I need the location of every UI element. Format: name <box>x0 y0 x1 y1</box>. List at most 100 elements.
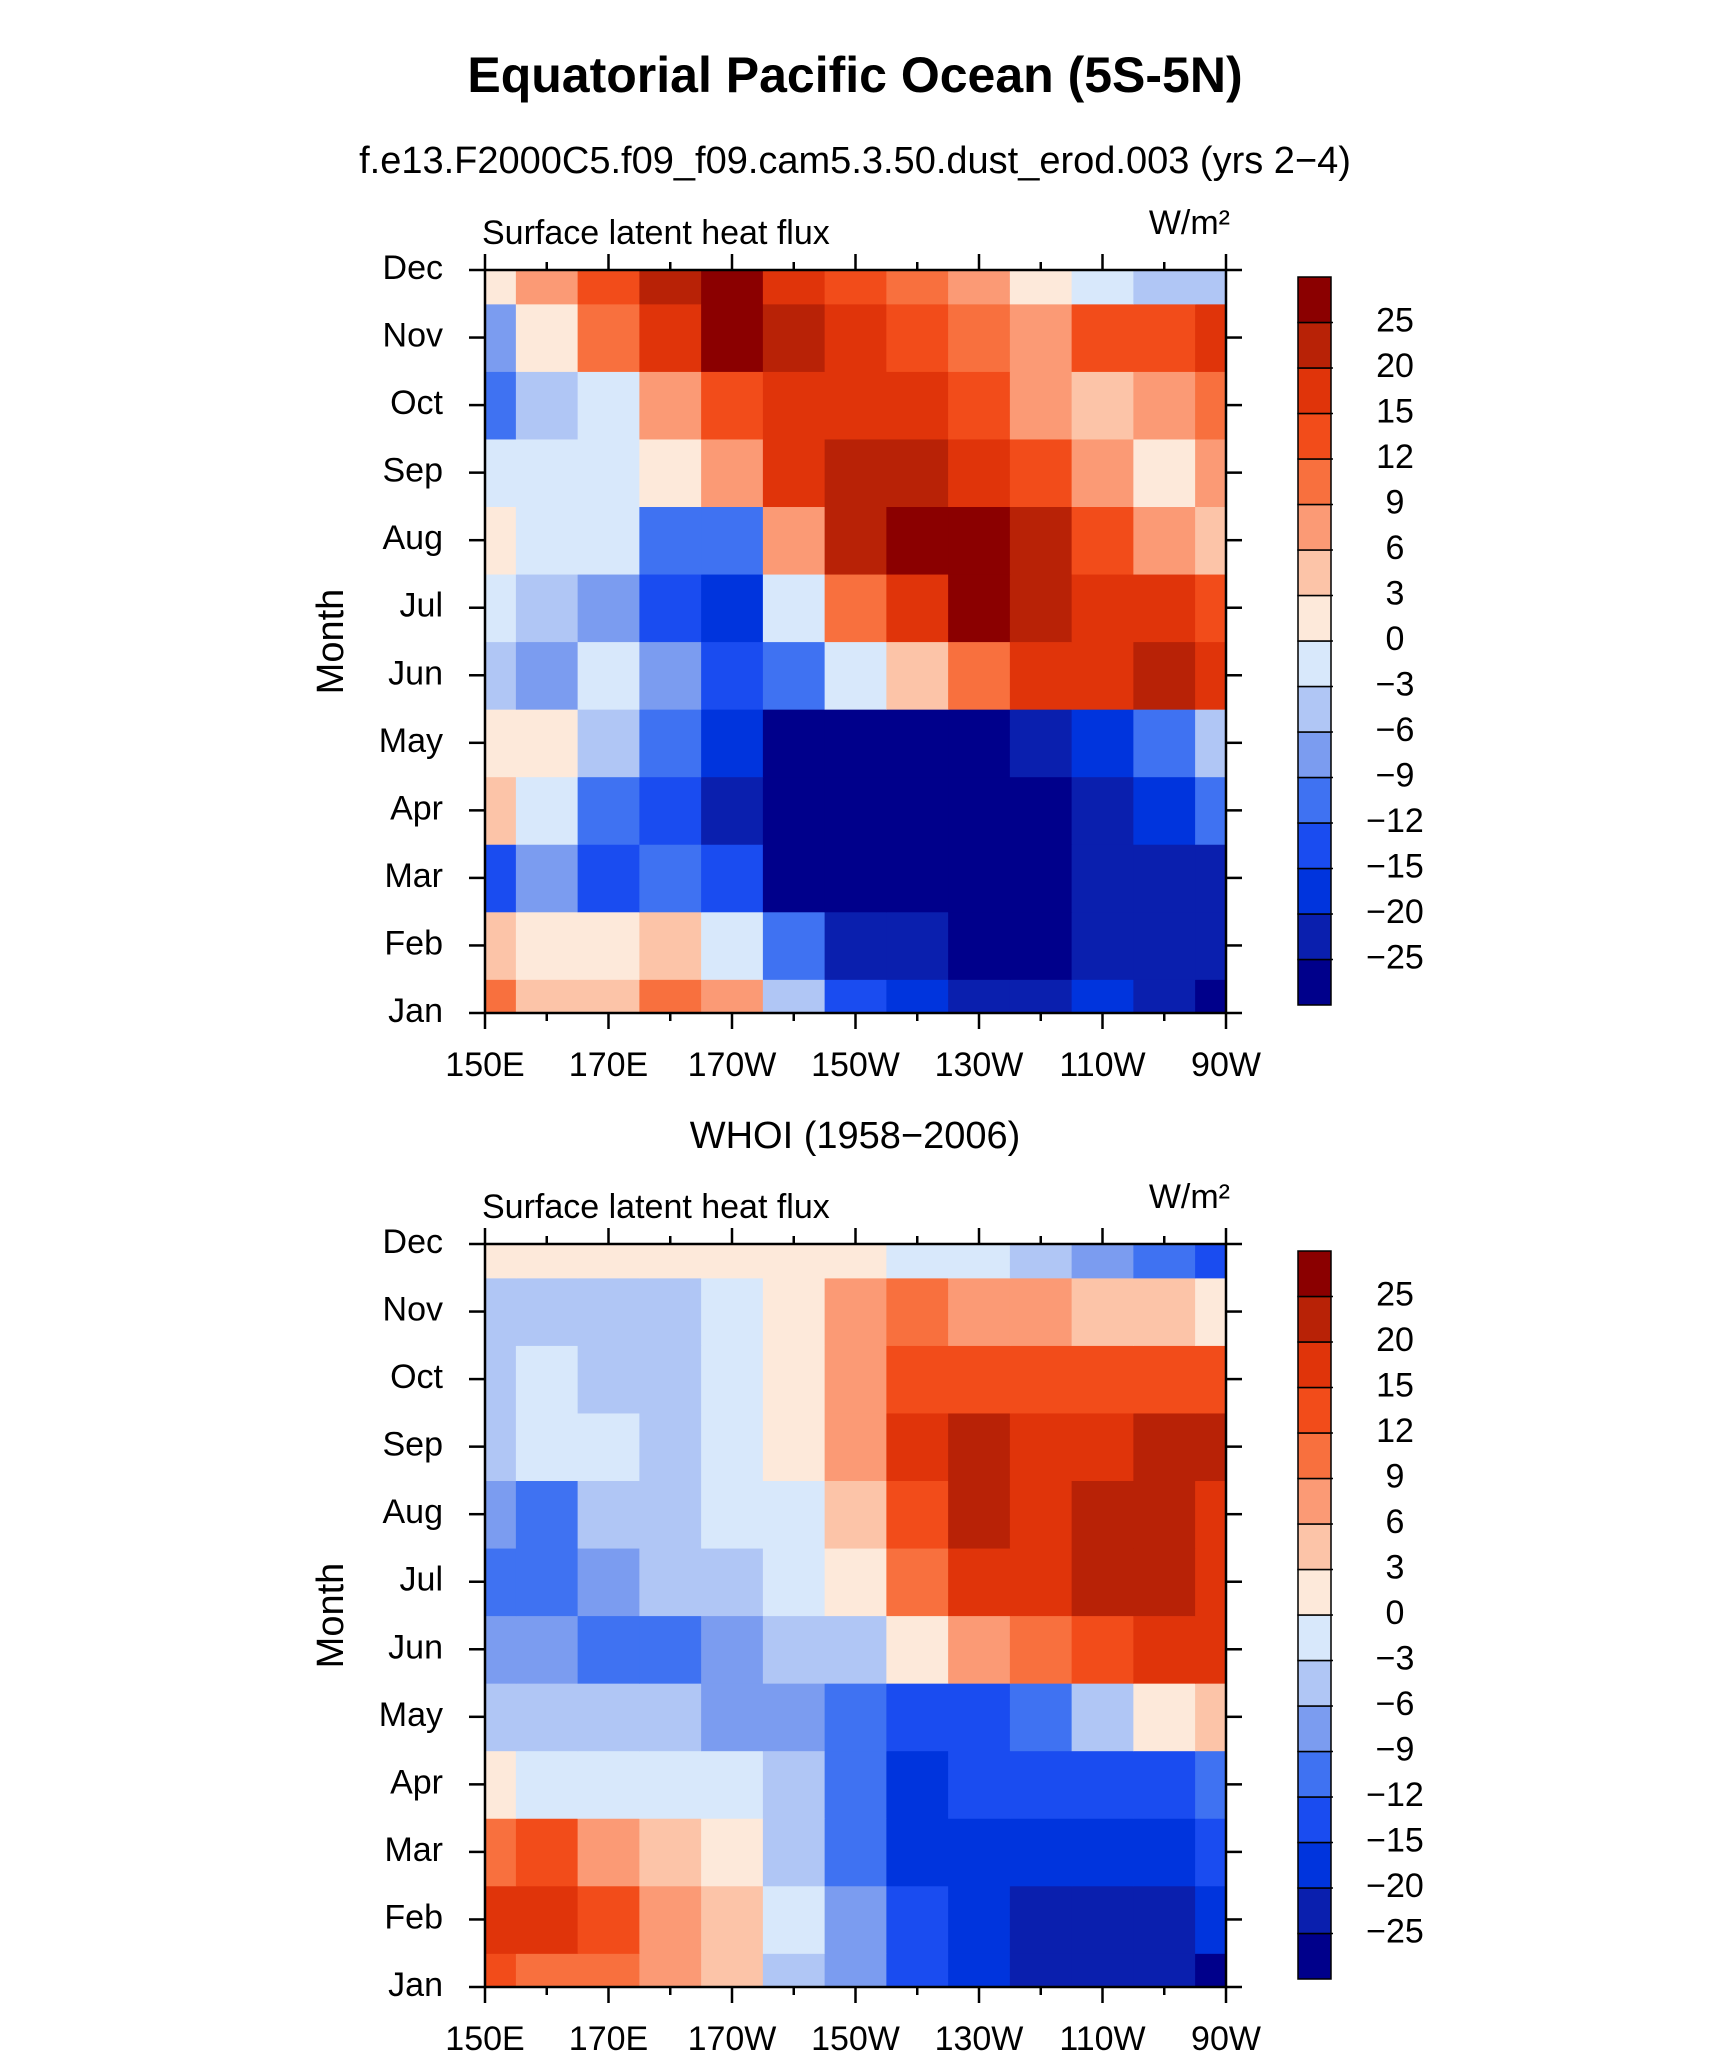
x-tick-label: 90W <box>1191 2020 1261 2058</box>
contour-cell <box>639 641 702 710</box>
contour-cell <box>762 1412 826 1482</box>
contour-cell <box>639 1885 702 1954</box>
contour-cell <box>824 979 887 1014</box>
contour-cell <box>1009 1683 1073 1752</box>
contour-cell <box>701 1547 764 1617</box>
contour-cell <box>639 776 702 845</box>
contour-cell <box>948 1277 1011 1346</box>
contour-cell <box>577 506 640 575</box>
contour-cell <box>948 979 1011 1014</box>
panel: f.e13.F2000C5.f09_f09.cam5.3.50.dust_ero… <box>310 140 1424 1084</box>
x-tick-label: 170E <box>569 1046 648 1084</box>
contour-cell <box>577 1412 640 1482</box>
colorbar-label: 3 <box>1386 1548 1405 1586</box>
contour-cell <box>485 1244 517 1279</box>
contour-cell <box>1071 641 1134 710</box>
contour-cell <box>1071 1412 1134 1482</box>
contour-cell <box>948 1818 1011 1887</box>
y-tick-label: Jan <box>388 1966 443 2004</box>
colorbar-label: −25 <box>1366 1912 1424 1950</box>
colorbar-box <box>1297 685 1332 733</box>
contour-cell <box>1009 1244 1073 1279</box>
colorbar-label: −12 <box>1366 802 1424 840</box>
y-tick-label: Oct <box>390 384 443 422</box>
contour-cell <box>1195 1885 1227 1954</box>
y-tick-label: Aug <box>383 519 444 557</box>
contour-cell <box>639 1953 702 1988</box>
contour-cell <box>485 303 517 372</box>
contour-cell <box>886 776 949 845</box>
contour-cell <box>485 1547 517 1617</box>
colorbar-box <box>1297 1659 1332 1707</box>
contour-cell <box>701 844 764 913</box>
contour-cell <box>762 371 826 440</box>
y-tick-label: Aug <box>383 1493 444 1531</box>
contour-cell <box>1071 1818 1134 1887</box>
colorbar-label: −6 <box>1376 711 1415 749</box>
contour-cell <box>485 1277 517 1346</box>
contour-cell <box>948 573 1011 643</box>
contour-cell <box>762 573 826 643</box>
contour-cell <box>515 1412 579 1482</box>
contour-cell <box>639 1547 702 1617</box>
x-tick-label: 170W <box>688 1046 777 1084</box>
y-tick-label: Dec <box>383 249 443 287</box>
contour-cell <box>515 641 579 710</box>
contour-cell <box>485 1953 517 1988</box>
colorbar-label: −20 <box>1366 1867 1424 1905</box>
contour-cell <box>1009 1345 1073 1414</box>
contour-cell <box>1195 641 1227 710</box>
colorbar-box <box>1297 1568 1332 1616</box>
colorbar-label: 12 <box>1376 438 1414 476</box>
contour-cell <box>762 1345 826 1414</box>
y-tick-label: Jun <box>388 1628 443 1666</box>
y-tick-label: Jul <box>400 1561 443 1599</box>
contour-cell <box>577 1683 640 1752</box>
contour-cell <box>485 1345 517 1414</box>
contour-cell <box>1071 1683 1134 1752</box>
contour-cell <box>948 270 1011 305</box>
contour-cell <box>824 844 887 913</box>
colorbar-label: −9 <box>1376 1730 1415 1768</box>
contour-cell <box>1071 1480 1134 1549</box>
contour-cell <box>577 1277 640 1346</box>
contour-cell <box>886 438 949 508</box>
colorbar-label: 25 <box>1376 301 1414 339</box>
colorbar-box <box>1297 367 1332 415</box>
contour-cell <box>824 303 887 372</box>
colorbar-label: 20 <box>1376 347 1414 385</box>
colorbar-box <box>1297 1705 1332 1753</box>
contour-cell <box>639 844 702 913</box>
contour-cell <box>886 1615 949 1684</box>
contour-cell <box>639 573 702 643</box>
contour-cell <box>1009 1615 1073 1684</box>
y-tick-label: Apr <box>390 789 443 827</box>
contour-cell <box>1133 1818 1196 1887</box>
contour-cell <box>1195 1615 1227 1684</box>
colorbar-box <box>1297 1432 1332 1480</box>
colorbar-box <box>1297 1887 1332 1935</box>
colorbar-box <box>1297 640 1332 688</box>
contour-cell <box>1195 1277 1227 1346</box>
contour-cell <box>886 1953 949 1988</box>
contour-cell <box>701 1818 764 1887</box>
contour-cell <box>1195 371 1227 440</box>
contour-cell <box>1071 371 1134 440</box>
contour-cell <box>1071 1750 1134 1819</box>
contour-cell <box>762 1547 826 1617</box>
x-tick-label: 130W <box>935 2020 1024 2058</box>
contour-cell <box>1133 270 1196 305</box>
colorbar-box <box>1297 1750 1332 1798</box>
contour-cell <box>762 979 826 1014</box>
contour-cell <box>886 1885 949 1954</box>
colorbar-label: 15 <box>1376 392 1414 430</box>
contour-cell <box>948 1683 1011 1752</box>
contour-cell <box>762 303 826 372</box>
contour-cell <box>824 1244 887 1279</box>
contour-cell <box>701 1615 764 1684</box>
contour-cell <box>577 911 640 980</box>
contour-cell <box>1009 1750 1073 1819</box>
contour-cell <box>515 1480 579 1549</box>
contour-cell <box>1009 438 1073 508</box>
